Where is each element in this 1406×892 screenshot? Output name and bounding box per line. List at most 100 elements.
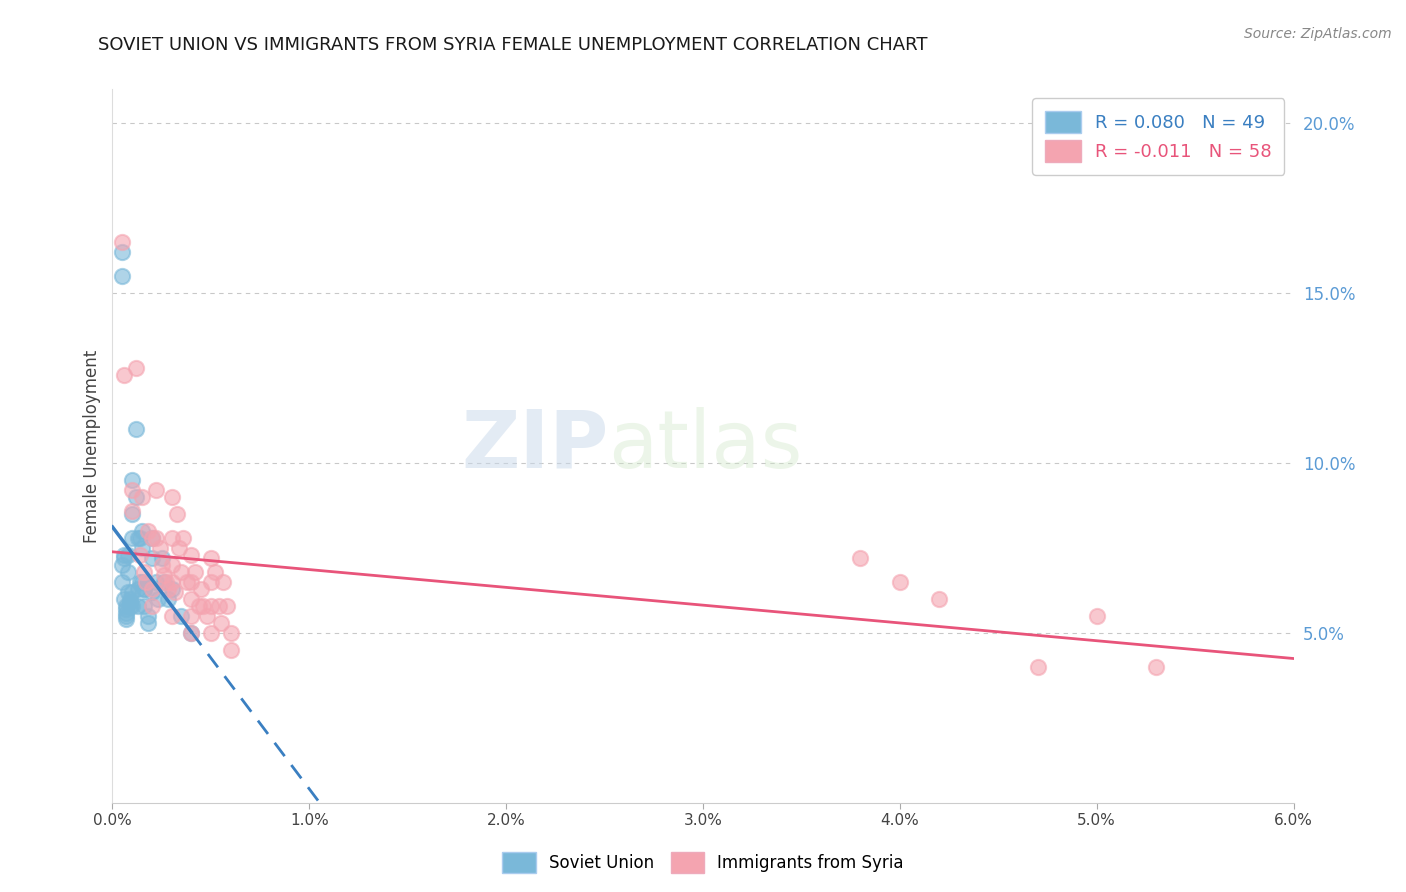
Point [121, 599, 143, 613]
Point [141, 531, 163, 545]
Point [160, 531, 183, 545]
Point [112, 548, 135, 562]
Point [156, 582, 179, 596]
Point [219, 643, 242, 657]
Point [150, 558, 173, 572]
Point [115, 599, 138, 613]
Point [152, 568, 174, 582]
Point [208, 599, 231, 613]
Point [141, 599, 163, 613]
Point [180, 626, 202, 640]
Point [152, 574, 174, 589]
Point [180, 608, 202, 623]
Point [111, 269, 134, 284]
Text: atlas: atlas [609, 407, 803, 485]
Point [131, 490, 153, 504]
Point [125, 360, 148, 375]
Point [127, 582, 149, 596]
Point [165, 585, 187, 599]
Point [155, 574, 177, 589]
Point [115, 612, 138, 626]
Y-axis label: Female Unemployment: Female Unemployment [83, 350, 101, 542]
Point [141, 582, 163, 596]
Point [141, 585, 163, 599]
Point [200, 599, 222, 613]
Point [170, 608, 193, 623]
Point [132, 565, 155, 579]
Point [211, 574, 233, 589]
Point [176, 574, 198, 589]
Point [132, 599, 155, 613]
Point [160, 490, 183, 504]
Point [111, 245, 134, 260]
Point [209, 615, 232, 630]
Point [145, 574, 167, 589]
Point [200, 626, 222, 640]
Point [200, 574, 222, 589]
Point [166, 507, 188, 521]
Point [121, 585, 143, 599]
Point [180, 626, 202, 640]
Point [136, 608, 159, 623]
Point [125, 422, 148, 436]
Point [160, 582, 183, 596]
Text: ZIP: ZIP [461, 407, 609, 485]
Point [121, 507, 143, 521]
Text: Source: ZipAtlas.com: Source: ZipAtlas.com [1244, 27, 1392, 41]
Point [136, 615, 159, 630]
Point [132, 582, 155, 596]
Point [121, 473, 143, 487]
Point [141, 531, 163, 545]
Point [188, 599, 211, 613]
Text: SOVIET UNION VS IMMIGRANTS FROM SYRIA FEMALE UNEMPLOYMENT CORRELATION CHART: SOVIET UNION VS IMMIGRANTS FROM SYRIA FE… [98, 36, 928, 54]
Point [170, 565, 193, 579]
Point [129, 531, 152, 545]
Point [131, 524, 153, 538]
Point [190, 582, 212, 596]
Point [160, 574, 183, 589]
Point [121, 531, 143, 545]
Point [136, 524, 159, 538]
Legend: Soviet Union, Immigrants from Syria: Soviet Union, Immigrants from Syria [495, 846, 911, 880]
Point [132, 582, 155, 596]
Point [117, 585, 139, 599]
Point [125, 490, 148, 504]
Point [180, 574, 202, 589]
Point [111, 558, 134, 572]
Point [195, 608, 218, 623]
Point [146, 591, 169, 606]
Point [129, 548, 152, 562]
Point [160, 608, 183, 623]
Point [112, 368, 135, 382]
Point [131, 574, 153, 589]
Point [180, 548, 202, 562]
Point [120, 599, 142, 613]
Point [169, 541, 191, 555]
Point [135, 574, 157, 589]
Point [191, 599, 214, 613]
Point [219, 626, 242, 640]
Point [127, 599, 149, 613]
Point [117, 548, 139, 562]
Point [129, 574, 152, 589]
Point [121, 483, 143, 498]
Point [849, 551, 872, 566]
Point [172, 531, 194, 545]
Point [117, 565, 139, 579]
Point [184, 565, 207, 579]
Point [120, 595, 142, 609]
Point [1085, 608, 1108, 623]
Point [120, 591, 142, 606]
Point [111, 235, 134, 249]
Point [215, 599, 238, 613]
Point [200, 551, 222, 566]
Point [145, 483, 167, 498]
Point [149, 541, 172, 555]
Point [160, 558, 183, 572]
Point [112, 551, 135, 566]
Point [121, 503, 143, 517]
Point [180, 591, 202, 606]
Point [889, 574, 911, 589]
Legend: R = 0.080   N = 49, R = -0.011   N = 58: R = 0.080 N = 49, R = -0.011 N = 58 [1032, 98, 1285, 175]
Point [928, 591, 950, 606]
